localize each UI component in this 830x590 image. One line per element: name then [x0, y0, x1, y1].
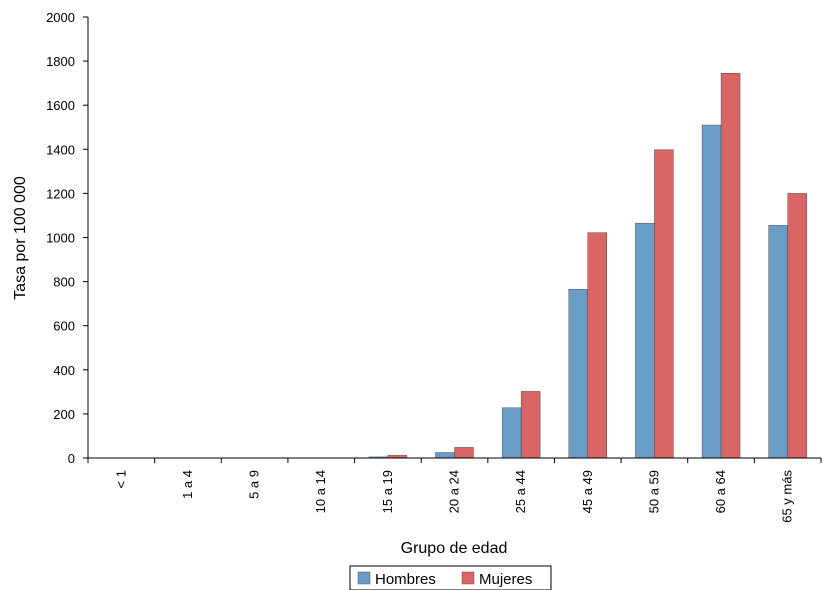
y-tick-label-4: 800: [53, 275, 75, 290]
x-axis-title: Grupo de edad: [401, 540, 508, 557]
y-tick-label-6: 1200: [46, 186, 75, 201]
bar-hombres-5: [435, 452, 455, 459]
y-tick-label-3: 600: [53, 319, 75, 334]
y-tick-label-10: 2000: [46, 10, 75, 25]
bar-mujeres-7: [587, 232, 607, 459]
y-axis-title: Tasa por 100 000: [12, 176, 29, 300]
y-tick-label-8: 1600: [46, 98, 75, 113]
x-tick-label-10: 65 y más: [780, 470, 795, 523]
x-tick-label-0: < 1: [113, 470, 128, 488]
bar-mujeres-9: [720, 73, 741, 459]
legend-label-hombres: Hombres: [375, 571, 436, 588]
bar-hombres-8: [635, 222, 655, 459]
bar-hombres-9: [701, 124, 722, 459]
x-tick-label-6: 25 a 44: [513, 470, 528, 513]
x-tick-label-7: 45 a 49: [580, 470, 595, 513]
y-tick-label-5: 1000: [46, 231, 75, 246]
x-tick-label-5: 20 a 24: [447, 470, 462, 513]
y-tick-label-0: 0: [68, 451, 75, 466]
x-tick-label-2: 5 a 9: [247, 470, 262, 499]
bar-mujeres-5: [454, 447, 474, 459]
bar-mujeres-10: [787, 193, 807, 459]
legend-swatch-mujeres: [461, 571, 475, 585]
legend-label-mujeres: Mujeres: [479, 571, 532, 588]
x-tick-label-9: 60 a 64: [713, 470, 728, 513]
legend: Hombres Mujeres: [349, 565, 552, 590]
x-tick-label-4: 15 a 19: [380, 470, 395, 513]
y-tick-label-1: 200: [53, 407, 75, 422]
plot-area: 0 200 400 600 800 1000 1200 1400 1600 1800 2000 < 1…: [46, 10, 822, 523]
bar-mujeres-6: [520, 391, 541, 459]
bar-mujeres-8: [654, 149, 674, 459]
legend-box: [349, 565, 552, 590]
x-tick-label-3: 10 a 14: [313, 470, 328, 513]
bar-hombres-7: [568, 289, 588, 459]
y-tick-label-7: 1400: [46, 142, 75, 157]
bar-hombres-6: [501, 407, 522, 459]
legend-swatch-hombres: [357, 571, 371, 585]
bar-hombres-10: [768, 225, 788, 459]
y-tick-label-9: 1800: [46, 54, 75, 69]
x-tick-label-1: 1 a 4: [180, 470, 195, 499]
y-tick-label-2: 400: [53, 363, 75, 378]
x-tick-label-8: 50 a 59: [646, 470, 661, 513]
